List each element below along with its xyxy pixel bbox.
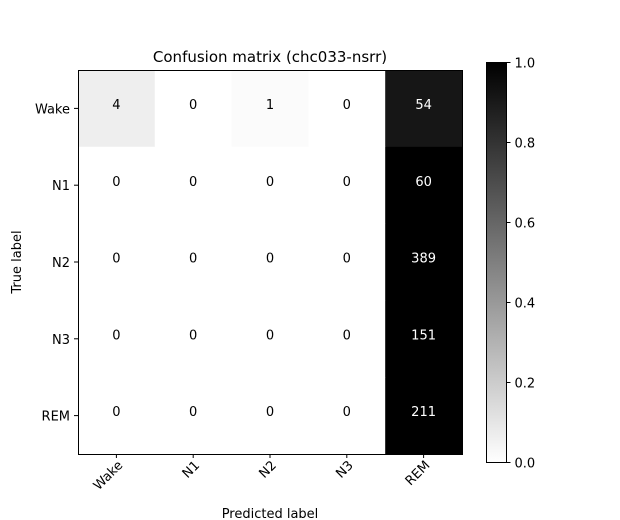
cell-value-label: 151 [411, 328, 436, 343]
heatmap-cell [385, 70, 463, 148]
x-tick-label: N2 [256, 458, 279, 481]
heatmap-cell [385, 377, 463, 455]
heatmap-cell [231, 146, 309, 225]
heatmap-cell [78, 377, 156, 455]
cell-value-label: 0 [343, 328, 351, 343]
heatmap-cell [308, 146, 386, 225]
heatmap-cell [154, 300, 233, 378]
colorbar-tick-label: 0.4 [515, 297, 536, 312]
colorbar-tick-label: 0.8 [515, 137, 536, 152]
heatmap-cell [78, 146, 156, 225]
y-tick-label: REM [42, 410, 70, 425]
chart-title: Confusion matrix (chc033-nsrr) [153, 48, 387, 66]
cell-value-label: 1 [266, 98, 274, 113]
cell-value-label: 4 [112, 98, 120, 113]
cell-value-label: 0 [112, 175, 120, 190]
colorbar-tick-label: 1.0 [515, 57, 536, 72]
heatmap-cell [154, 70, 233, 148]
heatmap-cell [308, 223, 386, 301]
x-tick-label: Wake [91, 458, 126, 493]
cell-value-label: 0 [343, 175, 351, 190]
heatmap-cell [308, 70, 386, 148]
cell-value-label: 0 [189, 175, 197, 190]
cell-value-label: 0 [343, 405, 351, 420]
colorbar-ticks: 0.0 0.2 0.4 0.6 0.8 1.0 [506, 57, 536, 472]
x-tick-label: N1 [180, 458, 203, 481]
colorbar-tick-label: 0.6 [515, 217, 536, 232]
cell-value-label: 211 [411, 405, 436, 420]
cell-value-label: 0 [266, 328, 274, 343]
x-tick-label: REM [403, 458, 434, 489]
heatmap-cell [231, 70, 309, 148]
cell-value-label: 54 [415, 98, 432, 113]
y-tick-label: N1 [52, 179, 70, 194]
heatmap-cell [78, 223, 156, 301]
y-tick-label: Wake [35, 102, 70, 117]
heatmap-cell [231, 300, 309, 378]
heatmap-cell [385, 146, 463, 225]
x-axis-ticks: Wake N1 N2 N3 REM [91, 454, 434, 494]
y-tick-label: N3 [52, 333, 70, 348]
heatmap-cell-labels: 4 0 1 0 54 0 0 0 0 60 0 0 0 0 389 0 0 0 0 151 0 0 0 0 211 [112, 98, 436, 420]
heatmap-cell [231, 223, 309, 301]
heatmap-cell [385, 300, 463, 378]
x-tick-label: N3 [333, 458, 356, 481]
colorbar-tick-label: 0.2 [515, 377, 536, 392]
cell-value-label: 0 [189, 405, 197, 420]
cell-value-label: 389 [411, 252, 436, 267]
cell-value-label: 0 [343, 98, 351, 113]
y-tick-label: N2 [52, 256, 70, 271]
y-axis-label: True label [10, 230, 25, 294]
cell-value-label: 0 [112, 328, 120, 343]
heatmap-cell [154, 146, 233, 225]
cell-value-label: 0 [112, 405, 120, 420]
cell-value-label: 0 [189, 252, 197, 267]
cell-value-label: 0 [343, 252, 351, 267]
y-axis-ticks: Wake N1 N2 N3 REM [35, 102, 78, 425]
cell-value-label: 0 [266, 175, 274, 190]
cell-value-label: 0 [112, 252, 120, 267]
colorbar-tick-label: 0.0 [515, 457, 536, 472]
heatmap-cell [78, 70, 156, 148]
cell-value-label: 0 [189, 328, 197, 343]
cell-value-label: 0 [189, 98, 197, 113]
x-axis-label: Predicted label [222, 507, 319, 520]
cell-value-label: 0 [266, 405, 274, 420]
heatmap-cell [154, 377, 233, 455]
cell-value-label: 0 [266, 252, 274, 267]
heatmap-cell [308, 300, 386, 378]
heatmap-cell [385, 223, 463, 301]
heatmap-cell [154, 223, 233, 301]
heatmap-cell [78, 300, 156, 378]
colorbar [486, 62, 507, 463]
heatmap-cell [231, 377, 309, 455]
heatmap-cells [78, 70, 463, 455]
heatmap-cell [308, 377, 386, 455]
cell-value-label: 60 [415, 175, 432, 190]
